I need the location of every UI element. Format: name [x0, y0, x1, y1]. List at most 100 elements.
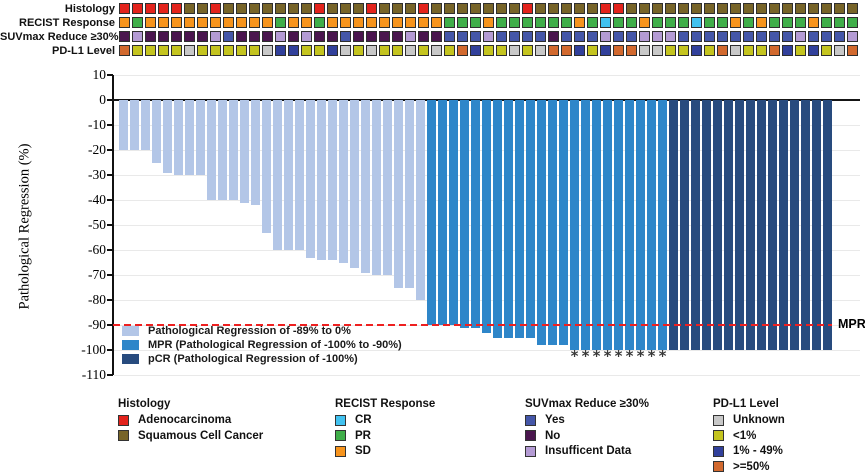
legend-label: >=50%: [733, 460, 770, 472]
track-square: [600, 45, 611, 56]
bar-mpr: [438, 100, 447, 325]
annotation-tracks: Histology RECIST Response SUVmax Reduce ≥3…: [0, 2, 858, 58]
track-square: [678, 31, 689, 42]
track-square: [145, 45, 156, 56]
track-square: [223, 45, 234, 56]
track-square: [587, 17, 598, 28]
bar-pcr: [735, 100, 744, 350]
track-square: [496, 31, 507, 42]
bar-pr: [196, 100, 205, 175]
y-tick-label: -30: [88, 167, 106, 182]
track-square: [197, 31, 208, 42]
y-tick-label: -90: [88, 317, 106, 332]
track-square: [834, 17, 845, 28]
track-square: [340, 3, 351, 14]
track-square: [119, 45, 130, 56]
track-square: [457, 3, 468, 14]
legend-swatch: [122, 325, 139, 336]
track-square: [834, 3, 845, 14]
track-square: [275, 45, 286, 56]
bar-mpr: [449, 100, 458, 325]
track-square: [548, 31, 559, 42]
track-square: [626, 3, 637, 14]
asterisk-marker: *: [570, 347, 579, 366]
legend-item: pCR (Pathological Regression of -100%): [122, 353, 358, 365]
bar-pcr: [779, 100, 788, 350]
track-square: [223, 31, 234, 42]
legend-item: >=50%: [713, 461, 785, 472]
track-square: [847, 17, 858, 28]
track-square: [470, 45, 481, 56]
track-square: [340, 45, 351, 56]
legend-label: Pathological Regression of -89% to 0%: [148, 324, 351, 337]
bar-pr: [328, 100, 337, 260]
track-square: [756, 3, 767, 14]
track-square: [327, 17, 338, 28]
bar-pr: [240, 100, 249, 203]
bar-pcr: [757, 100, 766, 350]
asterisk-marker: *: [658, 347, 667, 366]
asterisk-marker: *: [625, 347, 634, 366]
track-square: [626, 31, 637, 42]
y-tick: [107, 74, 113, 76]
track-square: [574, 3, 585, 14]
legend-label: <1%: [733, 429, 757, 442]
y-tick: [107, 174, 113, 176]
track-square: [158, 17, 169, 28]
track-square: [262, 45, 273, 56]
track-square: [587, 31, 598, 42]
legend-label: CR: [355, 414, 372, 426]
track-square: [756, 45, 767, 56]
track-square: [639, 17, 650, 28]
track-square: [236, 3, 247, 14]
track-square: [444, 45, 455, 56]
track-square: [522, 31, 533, 42]
track-square: [652, 17, 663, 28]
y-tick: [107, 324, 113, 326]
legend-swatch: [525, 414, 536, 426]
track-row-recist: RECIST Response: [0, 16, 858, 29]
track-square: [561, 3, 572, 14]
legend-item: PR: [335, 430, 435, 442]
y-tick-label: -70: [88, 267, 106, 282]
track-square: [613, 3, 624, 14]
bar-pr: [295, 100, 304, 250]
bar-pr: [405, 100, 414, 288]
track-square: [704, 31, 715, 42]
track-square: [158, 45, 169, 56]
track-square: [431, 17, 442, 28]
track-square: [392, 45, 403, 56]
track-square: [366, 45, 377, 56]
track-square: [769, 17, 780, 28]
track-square: [522, 45, 533, 56]
track-square: [210, 45, 221, 56]
track-square: [483, 45, 494, 56]
legend-item: Adenocarcinoma: [118, 414, 263, 426]
track-square: [847, 31, 858, 42]
track-square: [392, 17, 403, 28]
track-square: [184, 3, 195, 14]
bar-mpr: [548, 100, 557, 345]
track-square: [600, 17, 611, 28]
track-square: [366, 31, 377, 42]
track-square: [821, 31, 832, 42]
track-square: [626, 45, 637, 56]
track-square: [158, 31, 169, 42]
y-axis-line: [112, 75, 114, 375]
track-square: [249, 31, 260, 42]
track-square: [431, 45, 442, 56]
track-row-suvmax: SUVmax Reduce ≥30%: [0, 30, 858, 43]
track-square: [600, 31, 611, 42]
track-square: [457, 45, 468, 56]
track-square: [743, 3, 754, 14]
track-square: [834, 31, 845, 42]
track-square: [847, 3, 858, 14]
track-square: [795, 3, 806, 14]
track-square: [262, 3, 273, 14]
track-square: [444, 17, 455, 28]
track-square: [418, 3, 429, 14]
track-square: [353, 17, 364, 28]
track-square: [808, 45, 819, 56]
track-square: [574, 31, 585, 42]
track-square: [392, 31, 403, 42]
